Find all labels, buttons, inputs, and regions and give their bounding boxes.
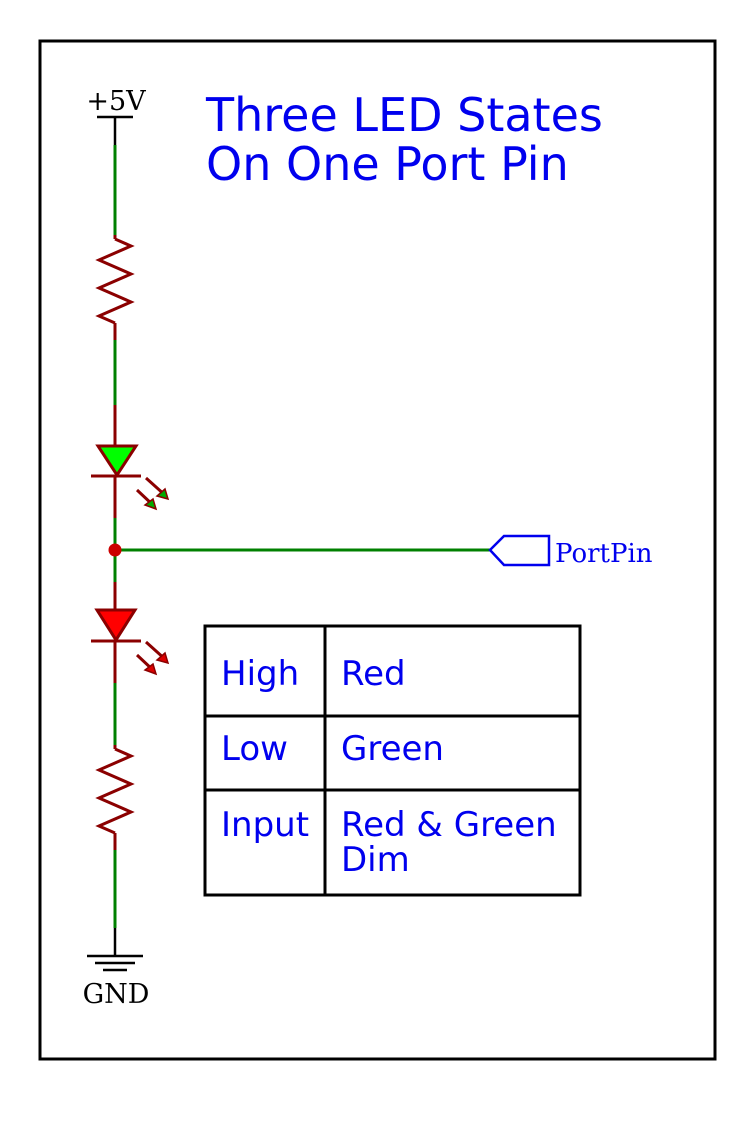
- wires: [113, 145, 490, 928]
- table-row: Low Green: [221, 729, 444, 769]
- junction-dot: [108, 543, 122, 557]
- supply-label: +5V: [86, 86, 146, 117]
- ground-label: GND: [83, 979, 150, 1010]
- port-label: PortPin: [555, 539, 653, 569]
- state-cell: High: [221, 654, 299, 694]
- title-line-2: On One Port Pin: [206, 137, 569, 191]
- state-table: High Red Low Green Input Red & Green Dim: [203, 624, 582, 897]
- led-cell: Red: [341, 654, 406, 694]
- drawing-frame: [38, 39, 717, 1061]
- led-cell: Red & Green: [341, 805, 557, 845]
- led-cell-continued: Dim: [341, 840, 410, 880]
- state-cell: Low: [221, 729, 288, 769]
- title-line-1: Three LED States: [205, 88, 603, 142]
- led-light-arrows-icon: [135, 640, 170, 676]
- led-diode-icon: [91, 582, 170, 683]
- port-pin-flag-icon: PortPin: [488, 534, 653, 569]
- ground-symbol-icon: GND: [83, 928, 150, 1010]
- table-row: Input Red & Green Dim: [221, 805, 557, 880]
- state-cell: Input: [221, 805, 309, 845]
- led-cell: Green: [341, 729, 444, 769]
- led-light-arrows-icon: [135, 476, 170, 511]
- supply-symbol: +5V: [86, 86, 146, 145]
- resistor-icon: [95, 745, 135, 850]
- led-diode-icon: [91, 405, 170, 518]
- table-row: High Red: [221, 654, 406, 694]
- resistor-icon: [95, 235, 135, 340]
